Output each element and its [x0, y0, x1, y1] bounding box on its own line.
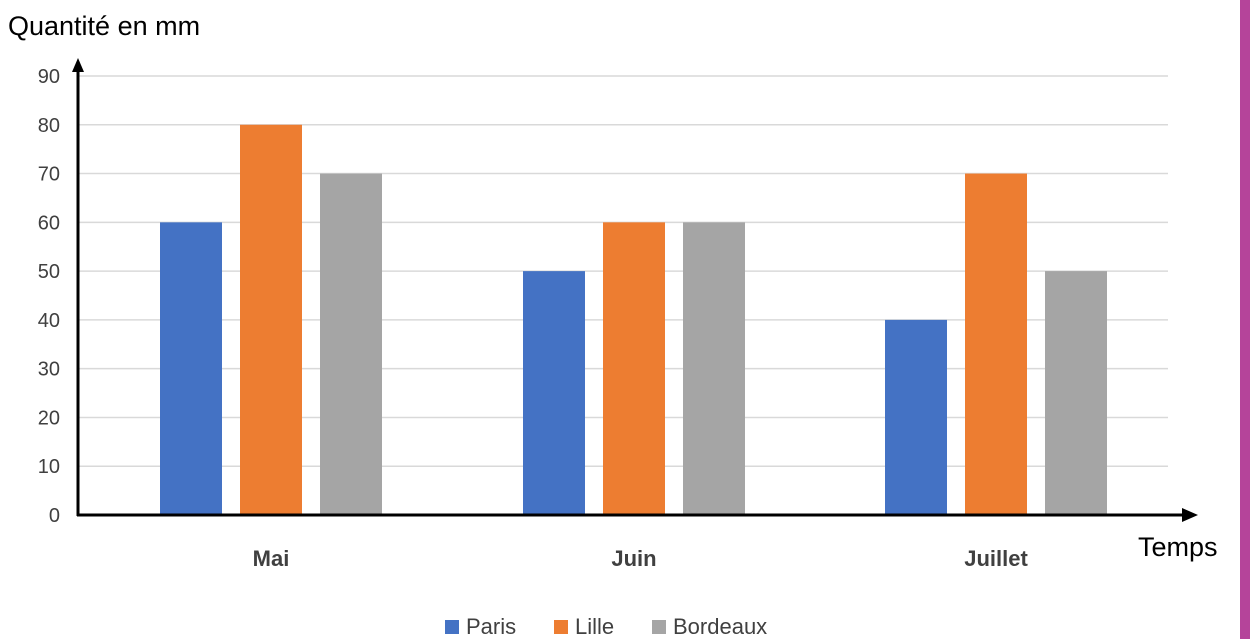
bar-bordeaux-juin: [683, 222, 745, 516]
y-tick-label: 80: [38, 115, 60, 137]
y-tick-label: 50: [38, 261, 60, 283]
legend-label-paris: Paris: [466, 614, 516, 639]
axes: [72, 58, 1198, 522]
y-tick-label: 70: [38, 164, 60, 186]
x-axis-title: Temps: [1138, 532, 1218, 562]
y-tick-label: 40: [38, 310, 60, 332]
y-tick-label: 0: [49, 505, 60, 527]
legend-swatch-paris: [445, 620, 459, 634]
side-accent-bar: [1240, 0, 1250, 639]
legend-swatch-lille: [554, 620, 568, 634]
y-tick-label: 20: [38, 407, 60, 429]
x-category-label: Juillet: [964, 546, 1028, 571]
y-tick-label: 90: [38, 66, 60, 88]
bar-paris-mai: [160, 222, 222, 516]
bar-bordeaux-mai: [320, 173, 382, 516]
bar-paris-juillet: [885, 319, 947, 515]
legend-label-lille: Lille: [575, 614, 614, 639]
y-axis-title: Quantité en mm: [8, 11, 200, 41]
y-tick-label: 10: [38, 456, 60, 478]
bar-lille-juin: [603, 222, 665, 516]
bar-lille-juillet: [965, 173, 1027, 516]
labels: 0 10 20 30 40 50 60 70 80 90 Mai Juin Juillet Quantit…: [8, 11, 1218, 571]
legend-label-bordeaux: Bordeaux: [673, 614, 767, 639]
bar-paris-juin: [523, 271, 585, 515]
x-category-label: Mai: [253, 546, 290, 571]
bars: [160, 124, 1107, 516]
x-axis-arrow-icon: [1182, 508, 1198, 522]
x-category-label: Juin: [611, 546, 656, 571]
bar-lille-mai: [240, 124, 302, 516]
bar-bordeaux-juillet: [1045, 271, 1107, 515]
y-tick-label: 30: [38, 359, 60, 381]
legend-swatch-bordeaux: [652, 620, 666, 634]
legend: Paris Lille Bordeaux: [445, 614, 767, 639]
y-tick-label: 60: [38, 212, 60, 234]
y-axis-arrow-icon: [72, 58, 84, 72]
